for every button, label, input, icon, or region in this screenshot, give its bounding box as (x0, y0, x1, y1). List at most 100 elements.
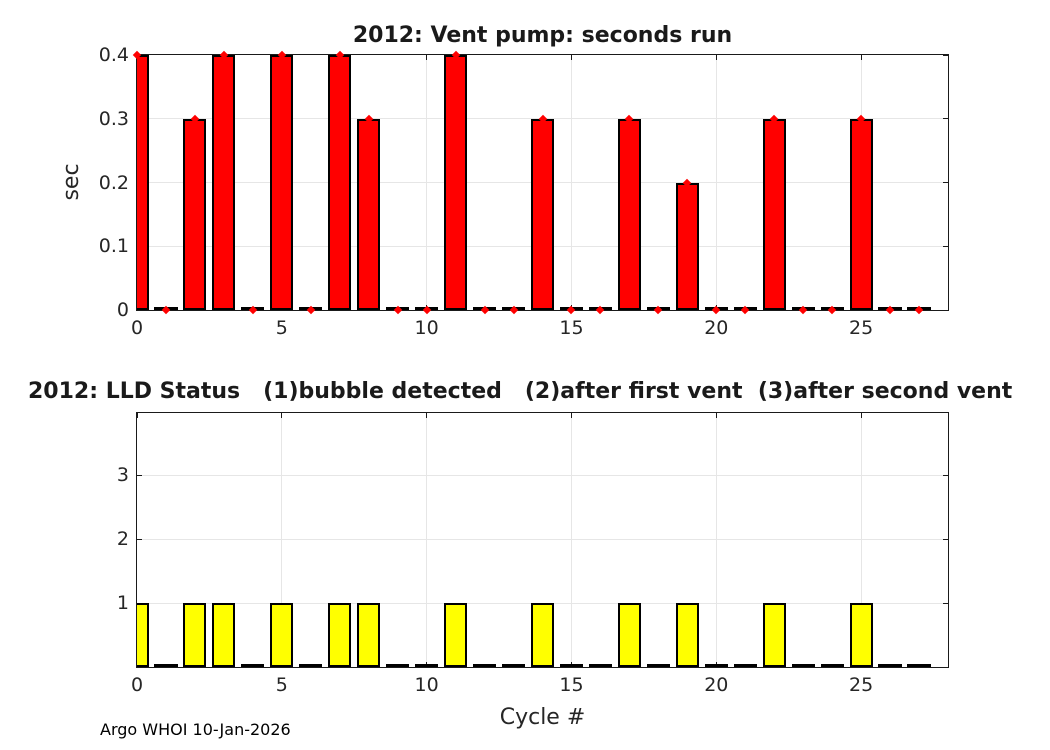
zero-bar-cycle-10 (415, 664, 439, 667)
gridline-horizontal (137, 538, 948, 540)
tick-mark (137, 474, 142, 476)
zero-bar-cycle-26 (878, 664, 902, 667)
bar-cycle-0 (137, 603, 149, 667)
y-tick-label: 0.1 (98, 235, 129, 258)
chart2-plot-area (136, 412, 949, 668)
zero-bar-cycle-18 (646, 664, 670, 667)
zero-bar-cycle-6 (299, 664, 323, 667)
y-tick-label: 0.2 (98, 171, 129, 194)
marker-cycle-2 (190, 114, 200, 123)
marker-cycle-8 (364, 114, 373, 123)
y-tick-label: 0.4 (98, 44, 129, 66)
marker-cycle-24 (827, 305, 837, 315)
x-tick-label: 20 (704, 317, 729, 339)
y-tick-label: 2 (116, 528, 129, 551)
bar-cycle-7 (328, 603, 352, 667)
zero-bar-cycle-12 (472, 664, 497, 667)
bar-cycle-14 (530, 603, 555, 667)
bars-layer (137, 55, 948, 310)
marker-cycle-25 (856, 114, 866, 123)
x-tick-label: 25 (849, 674, 874, 696)
zero-bar-cycle-24 (820, 664, 844, 667)
tick-mark (943, 182, 948, 183)
x-tick-label: 5 (275, 674, 288, 696)
zero-bar-cycle-23 (791, 664, 815, 667)
bars-layer (137, 413, 948, 667)
marker-cycle-17 (625, 114, 634, 123)
x-tick-label: 5 (275, 317, 288, 339)
gridline-vertical (860, 413, 862, 667)
marker-cycle-9 (393, 305, 402, 315)
bar-cycle-0 (137, 55, 149, 310)
chart1-plot-area (132, 50, 949, 315)
tick-mark (860, 413, 862, 418)
x-tick-label: 10 (414, 317, 439, 339)
zero-bar-cycle-16 (588, 664, 612, 667)
bar-cycle-11 (444, 603, 468, 667)
tick-mark (570, 413, 572, 418)
zero-bar-cycle-4 (241, 664, 265, 667)
zero-bar-cycle-13 (501, 664, 526, 667)
x-tick-label: 0 (130, 317, 144, 339)
x-tick-label: 25 (849, 317, 874, 339)
gridline-vertical (426, 413, 428, 667)
x-tick-label: 15 (559, 674, 584, 696)
tick-mark (426, 55, 428, 60)
marker-cycle-23 (798, 305, 808, 315)
marker-cycle-22 (769, 114, 779, 123)
tick-mark (943, 538, 948, 540)
marker-cycle-19 (683, 178, 692, 187)
marker-cycle-4 (248, 305, 258, 315)
y-tick-label: 0 (116, 299, 129, 321)
marker-cycle-10 (422, 305, 431, 315)
marker-cycle-1 (161, 305, 171, 315)
marker-cycle-14 (538, 114, 547, 123)
tick-mark (715, 413, 717, 418)
marker-cycle-16 (596, 305, 605, 315)
marker-cycle-5 (277, 50, 287, 60)
tick-mark (570, 55, 572, 60)
tick-mark (943, 474, 948, 476)
zero-bar-cycle-21 (733, 664, 757, 667)
tick-mark (943, 245, 948, 247)
tick-mark (136, 413, 138, 418)
markers-layer (132, 50, 948, 315)
x-tick-label: 0 (130, 674, 144, 696)
bar-cycle-22 (762, 603, 786, 667)
marker-cycle-18 (654, 305, 663, 315)
gridline-horizontal (137, 474, 948, 476)
y-tick-label: 3 (116, 464, 129, 487)
tick-mark (715, 55, 717, 60)
marker-cycle-15 (567, 305, 576, 315)
zero-bar-cycle-20 (704, 664, 728, 667)
chart1-title: 2012: Vent pump: seconds run (352, 23, 733, 48)
marker-cycle-13 (509, 305, 518, 315)
gridline-vertical (715, 413, 717, 667)
bar-cycle-25 (849, 603, 873, 667)
bar-cycle-5 (270, 603, 294, 667)
chart2-title: 2012: LLD Status (1)bubble detected (2)a… (28, 379, 1013, 404)
marker-cycle-26 (885, 305, 895, 315)
marker-cycle-20 (712, 305, 721, 315)
zero-bar-cycle-9 (386, 664, 410, 667)
gridline-vertical (570, 413, 572, 667)
marker-cycle-12 (480, 305, 489, 315)
chart2-xlabel: Cycle # (499, 705, 586, 730)
tick-mark (426, 413, 428, 418)
x-tick-label: 20 (704, 674, 729, 696)
marker-cycle-0 (132, 50, 142, 60)
marker-cycle-3 (219, 50, 229, 60)
tick-mark (943, 118, 948, 120)
marker-cycle-27 (914, 305, 924, 315)
tick-mark (860, 55, 862, 60)
tick-mark (137, 309, 142, 311)
gridline-vertical (281, 413, 283, 667)
tick-mark (943, 309, 948, 311)
y-tick-label: 0.3 (98, 107, 129, 130)
marker-cycle-7 (335, 50, 344, 60)
tick-mark (137, 538, 142, 540)
zero-bar-cycle-15 (559, 664, 584, 667)
x-tick-label: 10 (414, 674, 439, 696)
bar-cycle-2 (183, 603, 207, 667)
